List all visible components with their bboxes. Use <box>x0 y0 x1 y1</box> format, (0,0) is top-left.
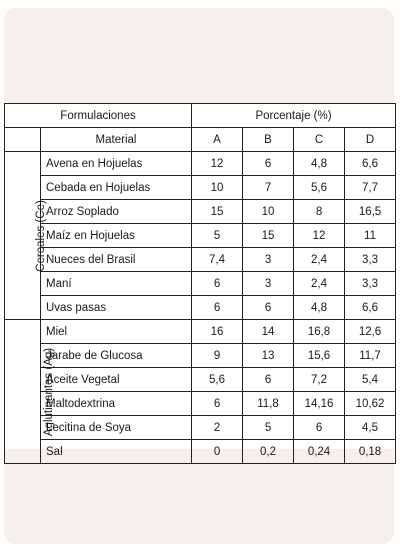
value-cell: 16 <box>191 319 244 344</box>
material-cell: Uvas pasas <box>39 295 193 320</box>
value-cell: 12 <box>191 151 244 176</box>
value-cell: 6 <box>293 415 346 440</box>
value-cell: 3 <box>242 271 295 296</box>
value-cell: 7,2 <box>293 367 346 392</box>
table-row: Sal 0 0,2 0,24 0,18 <box>5 439 397 464</box>
material-cell: Maní <box>39 271 193 296</box>
value-cell: 12 <box>293 223 346 248</box>
value-cell: 2,4 <box>293 271 346 296</box>
value-cell: 15,6 <box>293 343 346 368</box>
header-porcentaje: Porcentaje (%) <box>191 103 397 128</box>
value-cell: 13 <box>242 343 295 368</box>
value-cell: 14,16 <box>293 391 346 416</box>
material-cell: Aceite Vegetal <box>39 367 193 392</box>
table-row: Maní 6 3 2,4 3,3 <box>5 271 397 296</box>
value-cell: 4,8 <box>293 295 346 320</box>
group-label-cell: Cereales (Ce) <box>4 151 47 320</box>
value-cell: 10 <box>191 175 244 200</box>
value-cell: 8 <box>293 199 346 224</box>
value-cell: 6 <box>191 295 244 320</box>
value-cell: 2,4 <box>293 247 346 272</box>
value-cell: 15 <box>242 223 295 248</box>
header-col-a: A <box>191 127 244 152</box>
value-cell: 9 <box>191 343 244 368</box>
table-row: Cebada en Hojuelas 10 7 5,6 7,7 <box>5 175 397 200</box>
table-row: Uvas pasas 6 6 4,8 6,6 <box>5 295 397 320</box>
value-cell: 0,2 <box>242 439 295 464</box>
value-cell: 4,8 <box>293 151 346 176</box>
value-cell: 7,7 <box>344 175 397 200</box>
group-label: Aglutinantes (Ag) <box>43 347 56 436</box>
material-cell: Jarabe de Glucosa <box>39 343 193 368</box>
material-cell: Avena en Hojuelas <box>39 151 193 176</box>
material-cell: Sal <box>39 439 193 464</box>
table-body: Cereales (Ce) Avena en Hojuelas 12 6 4,8 6,6 C… <box>4 151 397 464</box>
value-cell: 16,5 <box>344 199 397 224</box>
material-cell: Lecitina de Soya <box>39 415 193 440</box>
value-cell: 5 <box>242 415 295 440</box>
header-formulaciones: Formulaciones <box>3 103 193 128</box>
value-cell: 3 <box>242 247 295 272</box>
header-col-d: D <box>344 127 397 152</box>
material-cell: Miel <box>39 319 193 344</box>
value-cell: 11,8 <box>242 391 295 416</box>
table-row: Maltodextrina 6 11,8 14,16 10,62 <box>5 391 397 416</box>
value-cell: 6 <box>191 391 244 416</box>
value-cell: 6 <box>242 151 295 176</box>
table-row: Aglutinantes (Ag) Miel 16 14 16,8 12,6 <box>4 319 397 464</box>
table-row: Lecitina de Soya 2 5 6 4,5 <box>5 415 397 440</box>
header-material: Material <box>39 127 193 152</box>
value-cell: 16,8 <box>293 319 346 344</box>
value-cell: 10,62 <box>344 391 397 416</box>
table-row: Nueces del Brasil 7,4 3 2,4 3,3 <box>5 247 397 272</box>
table-row: Cereales (Ce) Avena en Hojuelas 12 6 4,8 6,6 <box>4 151 397 320</box>
material-cell: Maíz en Hojuelas <box>39 223 193 248</box>
table-row: Aceite Vegetal 5,6 6 7,2 5,4 <box>5 367 397 392</box>
header-col-c: C <box>293 127 346 152</box>
value-cell: 11,7 <box>344 343 397 368</box>
value-cell: 6 <box>242 367 295 392</box>
group-label-cell: Aglutinantes (Ag) <box>4 319 55 464</box>
material-cell: Arroz Soplado <box>39 199 193 224</box>
value-cell: 0,24 <box>293 439 346 464</box>
value-cell: 6 <box>242 295 295 320</box>
table-row: Arroz Soplado 15 10 8 16,5 <box>5 199 397 224</box>
value-cell: 5,6 <box>293 175 346 200</box>
value-cell: 2 <box>191 415 244 440</box>
material-cell: Cebada en Hojuelas <box>39 175 193 200</box>
table-row: Maíz en Hojuelas 5 15 12 11 <box>5 223 397 248</box>
value-cell: 12,6 <box>344 319 397 344</box>
value-cell: 4,5 <box>344 415 397 440</box>
value-cell: 0 <box>191 439 244 464</box>
value-cell: 5 <box>191 223 244 248</box>
value-cell: 10 <box>242 199 295 224</box>
value-cell: 6,6 <box>344 295 397 320</box>
header-col-b: B <box>242 127 295 152</box>
material-cell: Maltodextrina <box>39 391 193 416</box>
group-label: Cereales (Ce) <box>34 199 47 272</box>
formulation-table-container: Formulaciones Porcentaje (%) Material A … <box>3 103 397 464</box>
value-cell: 15 <box>191 199 244 224</box>
value-cell: 3,3 <box>344 271 397 296</box>
value-cell: 7,4 <box>191 247 244 272</box>
value-cell: 11 <box>344 223 397 248</box>
value-cell: 6 <box>191 271 244 296</box>
formulation-table: Formulaciones Porcentaje (%) Material A … <box>3 103 397 464</box>
value-cell: 6,6 <box>344 151 397 176</box>
header-blank-cell <box>4 127 41 152</box>
value-cell: 5,4 <box>344 367 397 392</box>
value-cell: 7 <box>242 175 295 200</box>
value-cell: 3,3 <box>344 247 397 272</box>
value-cell: 5,6 <box>191 367 244 392</box>
value-cell: 14 <box>242 319 295 344</box>
value-cell: 0,18 <box>344 439 397 464</box>
table-row: Jarabe de Glucosa 9 13 15,6 11,7 <box>5 343 397 368</box>
material-cell: Nueces del Brasil <box>39 247 193 272</box>
